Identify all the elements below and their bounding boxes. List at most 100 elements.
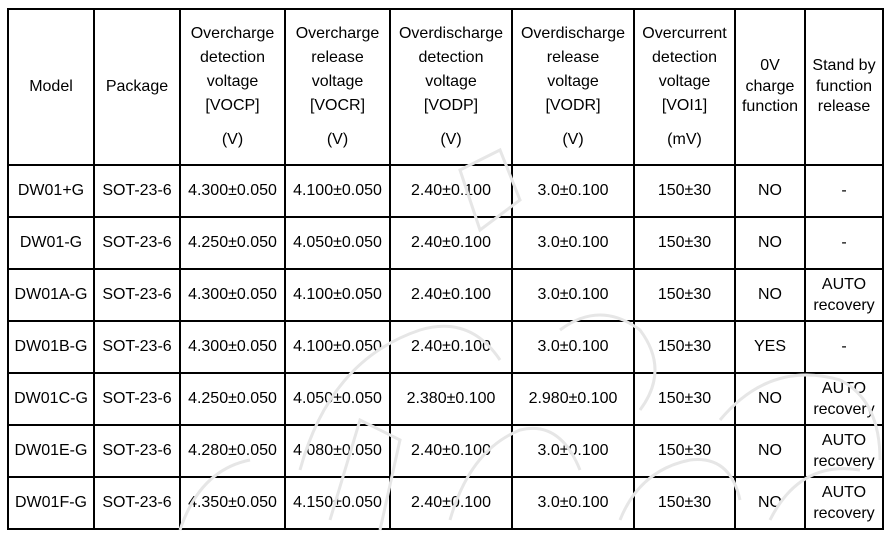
cell-package: SOT-23-6 bbox=[93, 268, 181, 322]
cell-standby: AUTO recovery bbox=[804, 268, 884, 322]
header-line: 0V bbox=[760, 57, 780, 75]
cell-vocr: 4.100±0.050 bbox=[284, 320, 391, 374]
cell-zero-v: NO bbox=[734, 268, 806, 322]
header-line: release bbox=[311, 49, 364, 66]
cell-vocp: 4.250±0.050 bbox=[179, 372, 286, 426]
header-unit: (mV) bbox=[667, 131, 702, 148]
table-row: DW01F-G SOT-23-6 4.350±0.050 4.150±0.050 2.4… bbox=[7, 476, 884, 530]
header-line: Package bbox=[105, 78, 169, 95]
header-unit: (V) bbox=[221, 131, 244, 148]
header-line: detection bbox=[200, 49, 265, 66]
cell-vodr: 3.0±0.100 bbox=[511, 268, 635, 322]
cell-zero-v: NO bbox=[734, 372, 806, 426]
header-vodp: Overdischarge detection voltage [VODP] (V) bbox=[389, 8, 513, 166]
standby-line: AUTO bbox=[821, 484, 867, 501]
cell-package: SOT-23-6 bbox=[93, 216, 181, 270]
cell-zero-v: YES bbox=[734, 320, 806, 374]
header-line: [VOI1] bbox=[661, 97, 708, 114]
cell-voi1: 150±30 bbox=[633, 476, 736, 530]
header-zero-v: 0V charge function bbox=[734, 8, 806, 166]
header-line: voltage bbox=[425, 73, 477, 90]
table-row: DW01C-G SOT-23-6 4.250±0.050 4.050±0.050 2.3… bbox=[7, 372, 884, 426]
cell-vodp: 2.40±0.100 bbox=[389, 216, 513, 270]
cell-standby: - bbox=[804, 320, 884, 374]
standby-line: - bbox=[841, 234, 847, 251]
cell-vocr: 4.050±0.050 bbox=[284, 216, 391, 270]
standby-line: recovery bbox=[813, 401, 875, 418]
cell-standby: AUTO recovery bbox=[804, 372, 884, 426]
cell-model: DW01E-G bbox=[7, 424, 95, 478]
cell-model: DW01+G bbox=[7, 164, 95, 218]
cell-vocp: 4.350±0.050 bbox=[179, 476, 286, 530]
header-vocp: Overcharge detection voltage [VOCP] (V) bbox=[179, 8, 286, 166]
cell-vodr: 2.980±0.100 bbox=[511, 372, 635, 426]
cell-model: DW01F-G bbox=[7, 476, 95, 530]
table-row: DW01+G SOT-23-6 4.300±0.050 4.100±0.050 2.40… bbox=[7, 164, 884, 218]
standby-line: AUTO bbox=[821, 276, 867, 293]
cell-vocr: 4.100±0.050 bbox=[284, 268, 391, 322]
cell-voi1: 150±30 bbox=[633, 372, 736, 426]
cell-package: SOT-23-6 bbox=[93, 424, 181, 478]
cell-standby: - bbox=[804, 216, 884, 270]
header-line: voltage bbox=[658, 73, 711, 90]
cell-vodp: 2.40±0.100 bbox=[389, 424, 513, 478]
header-unit: (V) bbox=[562, 131, 584, 148]
header-line: [VOCP] bbox=[205, 97, 260, 114]
header-line: Overdischarge bbox=[398, 25, 504, 42]
header-line: [VODR] bbox=[545, 97, 601, 114]
standby-line: recovery bbox=[813, 505, 875, 522]
table-row: DW01E-G SOT-23-6 4.280±0.050 4.080±0.050 2.4… bbox=[7, 424, 884, 478]
cell-vocr: 4.100±0.050 bbox=[284, 164, 391, 218]
header-line: release bbox=[546, 49, 600, 66]
table-body: DW01+G SOT-23-6 4.300±0.050 4.100±0.050 2.40… bbox=[7, 164, 884, 530]
cell-vodp: 2.380±0.100 bbox=[389, 372, 513, 426]
header-line: detection bbox=[418, 49, 484, 66]
header-vodr: Overdischarge release voltage [VODR] (V) bbox=[511, 8, 635, 166]
cell-model: DW01A-G bbox=[7, 268, 95, 322]
cell-zero-v: NO bbox=[734, 164, 806, 218]
cell-voi1: 150±30 bbox=[633, 164, 736, 218]
header-voi1: Overcurrent detection voltage [VOI1] (mV) bbox=[633, 8, 736, 166]
cell-zero-v: NO bbox=[734, 476, 806, 530]
cell-model: DW01C-G bbox=[7, 372, 95, 426]
cell-model: DW01B-G bbox=[7, 320, 95, 374]
cell-vodp: 2.40±0.100 bbox=[389, 320, 513, 374]
cell-vodp: 2.40±0.100 bbox=[389, 476, 513, 530]
cell-vocp: 4.250±0.050 bbox=[179, 216, 286, 270]
standby-line: - bbox=[841, 182, 847, 199]
header-line: Overcurrent bbox=[642, 25, 727, 42]
header-line: [VOCR] bbox=[309, 97, 366, 114]
cell-vodp: 2.40±0.100 bbox=[389, 164, 513, 218]
table-row: DW01-G SOT-23-6 4.250±0.050 4.050±0.050 2.40… bbox=[7, 216, 884, 270]
header-model: Model bbox=[7, 8, 95, 166]
cell-standby: AUTO recovery bbox=[804, 424, 884, 478]
cell-vodp: 2.40±0.100 bbox=[389, 268, 513, 322]
header-line: function bbox=[815, 77, 873, 95]
cell-vodr: 3.0±0.100 bbox=[511, 424, 635, 478]
cell-voi1: 150±30 bbox=[633, 424, 736, 478]
header-line: Stand by bbox=[812, 57, 876, 75]
cell-vocr: 4.080±0.050 bbox=[284, 424, 391, 478]
header-line: [VODP] bbox=[423, 97, 479, 114]
cell-zero-v: NO bbox=[734, 216, 806, 270]
standby-line: recovery bbox=[813, 453, 875, 470]
header-row: Model Package Overcharge detection voltage [V… bbox=[7, 8, 884, 166]
cell-vocp: 4.300±0.050 bbox=[179, 164, 286, 218]
cell-vodr: 3.0±0.100 bbox=[511, 164, 635, 218]
cell-standby: - bbox=[804, 164, 884, 218]
standby-line: recovery bbox=[813, 297, 875, 314]
cell-voi1: 150±30 bbox=[633, 216, 736, 270]
cell-vocr: 4.150±0.050 bbox=[284, 476, 391, 530]
header-line: voltage bbox=[206, 73, 259, 90]
header-line: release bbox=[817, 98, 871, 116]
table-row: DW01A-G SOT-23-6 4.300±0.050 4.100±0.050 2.4… bbox=[7, 268, 884, 322]
cell-vocp: 4.300±0.050 bbox=[179, 268, 286, 322]
header-line: Overdischarge bbox=[520, 25, 626, 42]
table-row: DW01B-G SOT-23-6 4.300±0.050 4.100±0.050 2.4… bbox=[7, 320, 884, 374]
cell-vocr: 4.050±0.050 bbox=[284, 372, 391, 426]
header-line: detection bbox=[652, 49, 717, 66]
cell-vodr: 3.0±0.100 bbox=[511, 476, 635, 530]
cell-voi1: 150±30 bbox=[633, 320, 736, 374]
spec-table: Model Package Overcharge detection voltage [V… bbox=[7, 8, 884, 530]
header-line: voltage bbox=[311, 73, 364, 90]
